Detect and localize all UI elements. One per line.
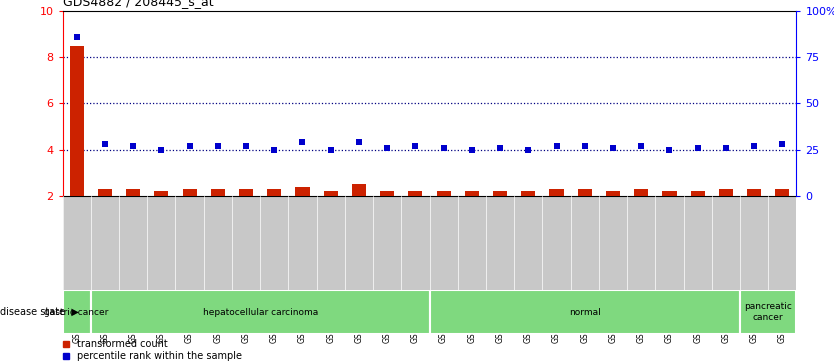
Text: normal: normal (569, 308, 600, 317)
Bar (521, 191, 535, 196)
Bar (211, 189, 225, 196)
Bar (126, 189, 140, 196)
Bar (691, 191, 705, 196)
Bar (267, 189, 281, 196)
Bar (740, 290, 796, 334)
Bar (550, 189, 564, 196)
Bar (606, 191, 620, 196)
Bar (662, 191, 676, 196)
Bar (239, 189, 253, 196)
Bar (352, 184, 366, 196)
Bar (776, 189, 790, 196)
Bar (578, 189, 592, 196)
Bar (436, 191, 450, 196)
Text: pancreatic
cancer: pancreatic cancer (744, 302, 792, 322)
Text: hepatocellular carcinoma: hepatocellular carcinoma (203, 308, 318, 317)
Text: transformed count: transformed count (78, 339, 168, 349)
Bar (465, 191, 479, 196)
Bar (634, 189, 648, 196)
Text: gastric cancer: gastric cancer (44, 308, 109, 317)
Bar (98, 189, 112, 196)
Bar (324, 191, 338, 196)
Bar (63, 290, 91, 334)
Bar (154, 191, 168, 196)
Bar (69, 46, 83, 196)
Bar (493, 191, 507, 196)
Bar (747, 189, 761, 196)
Bar (430, 290, 740, 334)
Text: disease state  ▶: disease state ▶ (0, 307, 79, 317)
Bar (409, 191, 423, 196)
Text: GDS4882 / 208445_s_at: GDS4882 / 208445_s_at (63, 0, 214, 8)
Bar (183, 189, 197, 196)
Bar (295, 187, 309, 196)
Bar (380, 191, 394, 196)
Text: percentile rank within the sample: percentile rank within the sample (78, 351, 242, 361)
Bar (91, 290, 430, 334)
Bar (719, 189, 733, 196)
